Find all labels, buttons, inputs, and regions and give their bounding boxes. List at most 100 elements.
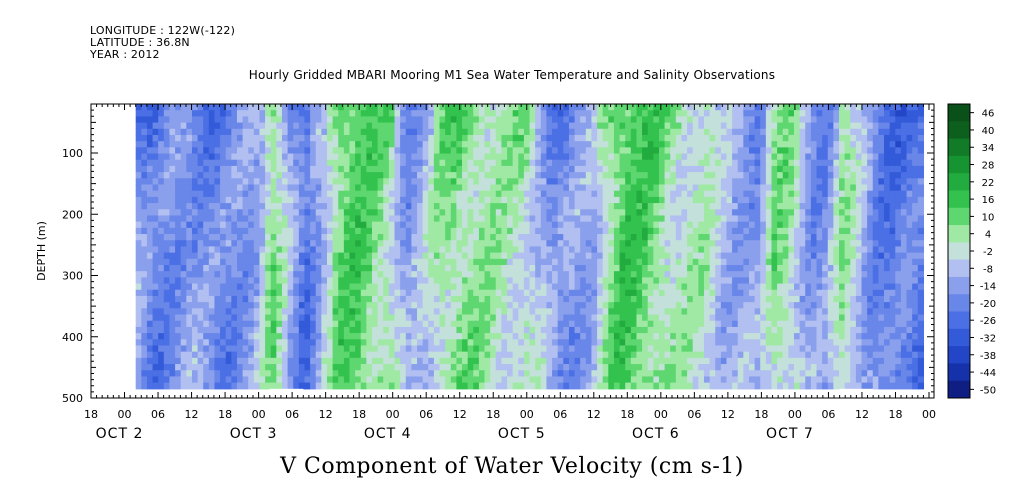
- heatmap-cell: [377, 196, 384, 204]
- heatmap-cell: [197, 364, 204, 371]
- heatmap-cell: [681, 351, 688, 359]
- heatmap-cell: [585, 277, 593, 285]
- heatmap-cell: [658, 122, 666, 130]
- heatmap-cell: [692, 190, 699, 198]
- heatmap-cell: [467, 134, 474, 142]
- heatmap-cell: [152, 382, 159, 390]
- heatmap-cell: [726, 184, 733, 192]
- heatmap-cell: [372, 333, 379, 340]
- heatmap-cell: [597, 178, 604, 186]
- heatmap-cell: [473, 370, 480, 378]
- heatmap-cell: [523, 258, 531, 266]
- heatmap-cell: [321, 104, 328, 111]
- heatmap-cell: [388, 234, 396, 241]
- heatmap-cell: [450, 184, 458, 192]
- heatmap-cell: [630, 333, 638, 340]
- heatmap-cell: [450, 190, 458, 198]
- heatmap-cell: [332, 110, 339, 117]
- heatmap-cell: [507, 333, 514, 340]
- heatmap-cell: [394, 116, 401, 124]
- heatmap-cell: [400, 122, 407, 130]
- heatmap-cell: [276, 215, 283, 223]
- heatmap-cell: [388, 258, 396, 266]
- heatmap-cell: [175, 308, 182, 316]
- heatmap-cell: [141, 128, 148, 136]
- heatmap-cell: [265, 339, 272, 347]
- heatmap-cell: [574, 357, 581, 365]
- heatmap-cell: [613, 339, 621, 347]
- heatmap-cell: [253, 227, 261, 235]
- heatmap-cell: [304, 283, 311, 291]
- heatmap-cell: [175, 345, 182, 353]
- heatmap-cell: [546, 289, 553, 297]
- heatmap-cell: [377, 110, 384, 117]
- heatmap-cell: [670, 240, 677, 247]
- heatmap-cell: [501, 209, 508, 217]
- heatmap-cell: [242, 364, 249, 371]
- heatmap-cell: [428, 382, 435, 390]
- heatmap-cell: [281, 376, 289, 384]
- heatmap-cell: [726, 345, 733, 353]
- heatmap-cell: [546, 357, 553, 365]
- heatmap-cell: [355, 271, 362, 278]
- heatmap-cell: [670, 339, 677, 347]
- heatmap-cell: [703, 320, 711, 328]
- heatmap-cell: [512, 234, 519, 241]
- heatmap-cell: [417, 221, 424, 229]
- heatmap-cell: [332, 178, 339, 186]
- heatmap-cell: [422, 221, 429, 229]
- heatmap-cell: [276, 209, 283, 217]
- heatmap-cell: [158, 147, 165, 155]
- heatmap-cell: [585, 240, 593, 247]
- heatmap-cell: [332, 308, 339, 316]
- heatmap-cell: [619, 258, 626, 266]
- heatmap-cell: [467, 314, 474, 322]
- heatmap-cell: [270, 227, 277, 235]
- heatmap-cell: [552, 333, 559, 340]
- heatmap-cell: [439, 326, 446, 334]
- heatmap-cell: [197, 209, 204, 217]
- heatmap-cell: [338, 376, 345, 384]
- heatmap-cell: [242, 264, 249, 272]
- heatmap-cell: [462, 209, 469, 217]
- heatmap-cell: [512, 320, 519, 328]
- heatmap-cell: [281, 215, 289, 223]
- heatmap-cell: [152, 339, 159, 347]
- heatmap-cell: [647, 240, 654, 247]
- heatmap-cell: [388, 116, 396, 124]
- heatmap-cell: [169, 215, 176, 223]
- heatmap-cell: [473, 289, 480, 297]
- heatmap-cell: [664, 221, 671, 229]
- heatmap-cell: [141, 153, 148, 161]
- heatmap-cell: [343, 184, 351, 192]
- heatmap-cell: [175, 326, 182, 334]
- heatmap-cell: [321, 326, 328, 334]
- heatmap-cell: [439, 128, 446, 136]
- heatmap-cell: [433, 308, 441, 316]
- heatmap-cell: [394, 215, 401, 223]
- heatmap-cell: [720, 351, 728, 359]
- heatmap-cell: [422, 227, 429, 235]
- heatmap-cell: [557, 159, 564, 167]
- heatmap-cell: [608, 320, 615, 328]
- heatmap-cell: [467, 184, 474, 192]
- heatmap-cell: [445, 240, 452, 247]
- heatmap-cell: [203, 159, 210, 167]
- heatmap-cell: [518, 258, 525, 266]
- heatmap-cell: [597, 364, 604, 371]
- heatmap-cell: [512, 178, 519, 186]
- heatmap-cell: [422, 339, 429, 347]
- heatmap-cell: [141, 234, 148, 241]
- heatmap-cell: [709, 203, 716, 210]
- heatmap-cell: [141, 215, 148, 223]
- heatmap-cell: [180, 209, 187, 217]
- heatmap-cell: [642, 240, 649, 247]
- heatmap-cell: [597, 128, 604, 136]
- heatmap-cell: [372, 351, 379, 359]
- heatmap-cell: [287, 376, 294, 384]
- heatmap-cell: [664, 147, 671, 155]
- heatmap-cell: [439, 295, 446, 303]
- heatmap-cell: [400, 165, 407, 173]
- heatmap-cell: [191, 258, 199, 266]
- heatmap-cell: [501, 172, 508, 179]
